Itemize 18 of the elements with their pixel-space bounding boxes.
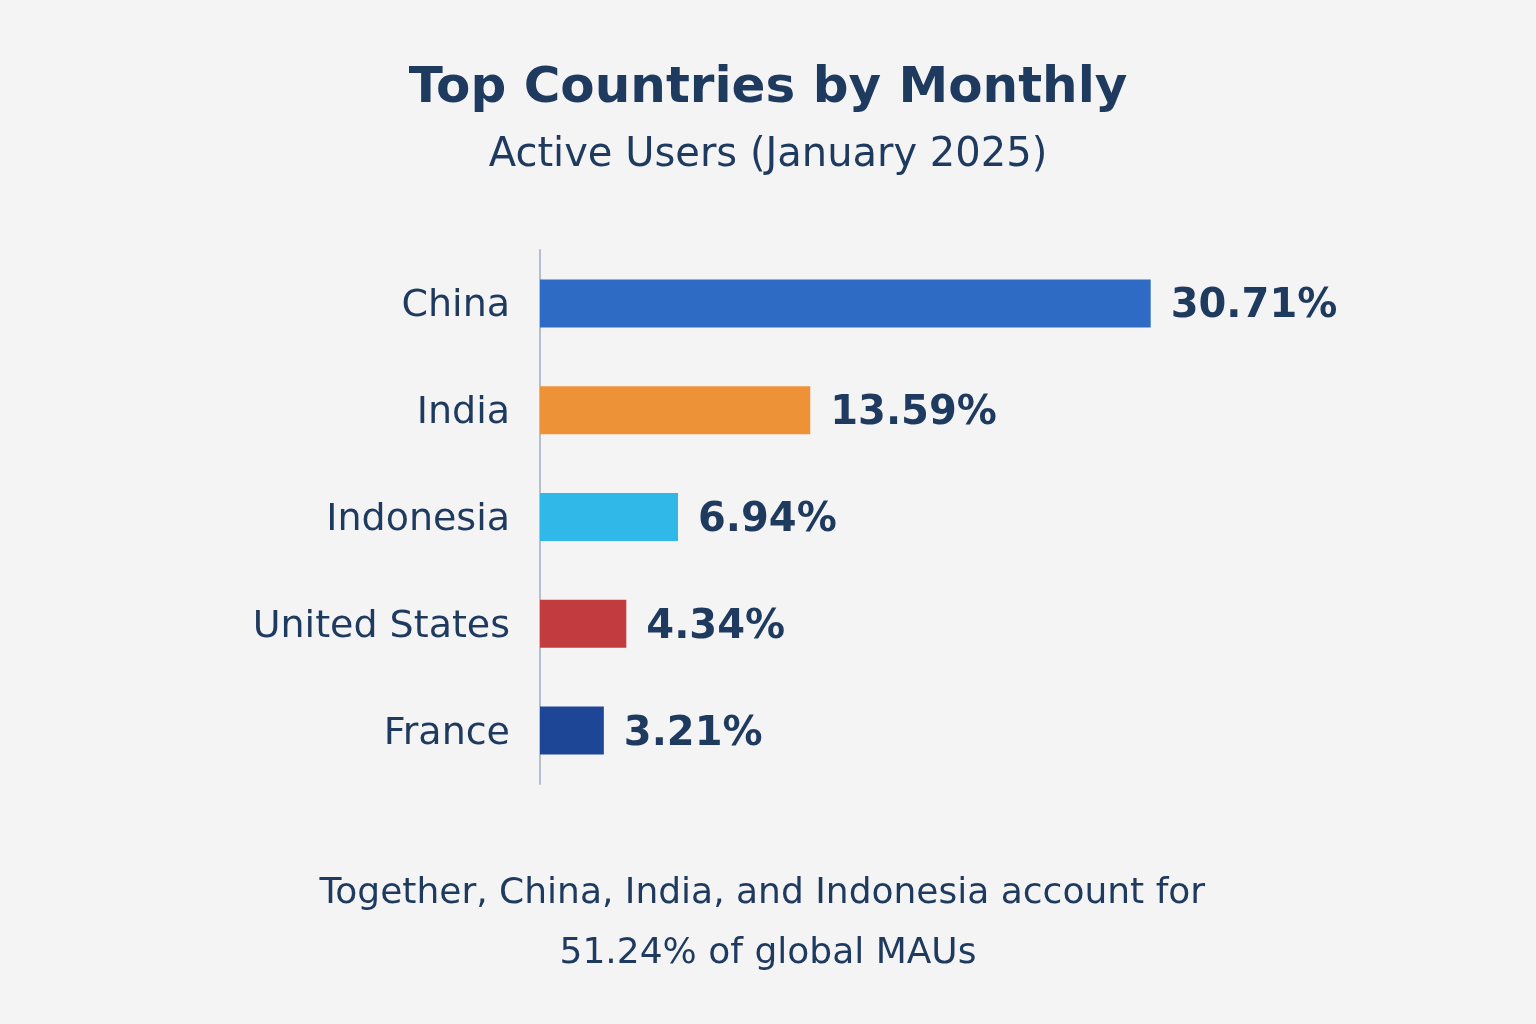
bar	[540, 279, 1151, 328]
bar	[540, 706, 604, 755]
y-tick-label: India	[416, 388, 510, 433]
data-label: 3.21%	[623, 707, 763, 754]
data-label: 4.34%	[646, 600, 786, 647]
data-label: 30.71%	[1170, 280, 1338, 327]
chart-subtitle: Active Users (January 2025)	[488, 129, 1048, 175]
y-tick-label: China	[401, 281, 510, 326]
data-label: 13.59%	[830, 387, 997, 434]
y-tick-label: United States	[252, 601, 510, 646]
bar	[540, 386, 811, 435]
y-tick-label: France	[383, 708, 510, 753]
data-label: 6.94%	[698, 494, 837, 540]
bar	[540, 493, 679, 541]
y-tick-label: Indonesia	[326, 495, 510, 539]
chart-title: Top Countries by Monthly	[408, 56, 1128, 114]
text: Together, China, India, and Indonesia account for 51.24% of global MAUs	[318, 869, 1217, 971]
bar	[540, 599, 627, 648]
